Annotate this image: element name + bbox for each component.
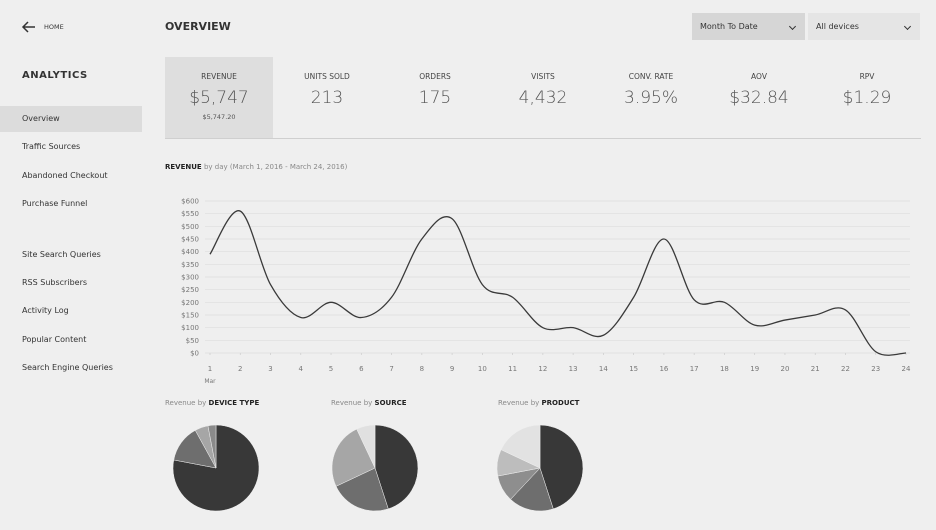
x-tick-label: 14	[599, 365, 608, 373]
nav-item[interactable]: Abandoned Checkout	[22, 170, 108, 180]
nav-item[interactable]: Traffic Sources	[22, 142, 81, 152]
back-link[interactable]: HOME	[44, 23, 64, 31]
chart-title: REVENUE	[165, 163, 202, 171]
x-tick-label: 17	[690, 365, 699, 373]
metric-value: 213	[310, 88, 344, 108]
y-tick-label: $300	[181, 274, 199, 282]
x-tick-label: 22	[841, 365, 850, 373]
metric-value: $1.29	[842, 88, 892, 108]
metric-label: AOV	[751, 72, 767, 81]
page-title: OVERVIEW	[165, 20, 231, 33]
x-tick-label: 3	[268, 365, 272, 373]
y-tick-label: $250	[181, 286, 199, 294]
pie-title: Revenue by PRODUCT	[498, 399, 579, 407]
nav-item[interactable]: Overview	[0, 106, 142, 132]
chart-subtitle: by day (March 1, 2016 - March 24, 2016)	[203, 163, 348, 171]
metrics-row: REVENUE $5,747 $5,747.20 UNITS SOLD 213 ORDER…	[165, 57, 921, 139]
pie-title-lead: Revenue by	[498, 399, 540, 407]
metric-tile[interactable]: ORDERS 175	[381, 57, 489, 138]
x-tick-label: 8	[420, 365, 424, 373]
device-filter[interactable]: All devices	[808, 13, 920, 40]
y-tick-label: $500	[181, 223, 199, 231]
nav-item[interactable]: RSS Subscribers	[22, 278, 88, 287]
x-tick-label: 23	[871, 365, 880, 373]
y-tick-label: $0	[190, 350, 199, 358]
x-tick-label: 9	[450, 365, 454, 373]
back-arrow[interactable]	[21, 21, 35, 33]
metric-label: CONV. RATE	[628, 72, 674, 81]
metric-value: 3.95%	[623, 88, 678, 108]
metric-label: REVENUE	[201, 72, 237, 81]
x-tick-label: 5	[329, 365, 333, 373]
x-tick-label: 13	[569, 365, 578, 373]
x-tick-label: 18	[720, 365, 729, 373]
metric-value: $5,747	[189, 88, 249, 108]
pie-slice	[374, 424, 419, 510]
metric-label: ORDERS	[419, 72, 451, 81]
pie-title: Revenue by DEVICE TYPE	[165, 399, 259, 407]
metric-value: 4,432	[518, 88, 568, 108]
pie-slice	[539, 424, 584, 510]
pie-slice	[207, 424, 217, 469]
metric-label: RPV	[859, 72, 875, 81]
metric-label: VISITS	[531, 72, 555, 81]
revenue-line	[209, 210, 907, 356]
pie-slice	[500, 424, 541, 469]
nav-item[interactable]: Purchase Funnel	[22, 199, 88, 209]
x-tick-label: 20	[780, 365, 789, 373]
x-tick-label: 2	[238, 365, 242, 373]
pie-slice	[356, 424, 376, 469]
x-tick-label: 19	[750, 365, 759, 373]
x-tick-label: 21	[811, 365, 820, 373]
metric-value: $32.84	[729, 88, 789, 108]
metric-value: 175	[418, 88, 452, 108]
y-tick-label: $50	[186, 337, 199, 345]
y-tick-label: $600	[181, 198, 199, 206]
y-tick-label: $150	[181, 312, 199, 320]
metric-tile[interactable]: CONV. RATE 3.95%	[597, 57, 705, 138]
nav-item[interactable]: Popular Content	[22, 334, 87, 344]
nav-item[interactable]: Site Search Queries	[22, 249, 101, 259]
pie-slice	[510, 467, 554, 512]
metric-tile[interactable]: VISITS 4,432	[489, 57, 597, 138]
pie-title: Revenue by SOURCE	[331, 399, 407, 407]
pie-title-name: SOURCE	[374, 399, 407, 407]
date-filter[interactable]: Month To Date	[692, 13, 805, 40]
y-tick-label: $350	[181, 261, 199, 269]
pie-slice	[335, 467, 389, 512]
pie-title-name: PRODUCT	[541, 399, 580, 407]
x-annotation: Mar	[204, 378, 216, 385]
x-tick-label: 4	[299, 365, 304, 373]
metric-tile[interactable]: RPV $1.29	[813, 57, 921, 138]
y-tick-label: $400	[181, 248, 199, 256]
nav-item[interactable]: Search Engine Queries	[22, 363, 113, 373]
x-tick-label: 1	[208, 365, 212, 373]
metric-tile[interactable]: AOV $32.84	[705, 57, 813, 138]
chart-heading: REVENUE by day (March 1, 2016 - March 24…	[165, 163, 347, 171]
section-title: ANALYTICS	[22, 70, 88, 81]
x-tick-label: 16	[659, 365, 668, 373]
x-tick-label: 7	[389, 365, 393, 373]
y-tick-label: $450	[181, 236, 199, 244]
metric-detail: $5,747.20	[202, 113, 236, 121]
pie-title-lead: Revenue by	[165, 399, 207, 407]
pie-title-name: DEVICE TYPE	[208, 399, 260, 407]
y-tick-label: $550	[181, 210, 199, 218]
x-tick-label: 11	[508, 365, 517, 373]
x-tick-label: 15	[629, 365, 638, 373]
pie-slice	[331, 428, 376, 487]
metric-tile[interactable]: UNITS SOLD 213	[273, 57, 381, 138]
metric-label: UNITS SOLD	[304, 72, 350, 81]
x-tick-label: 10	[478, 365, 487, 373]
nav-item[interactable]: Activity Log	[22, 306, 69, 316]
x-tick-label: 12	[538, 365, 547, 373]
y-tick-label: $200	[181, 299, 199, 307]
x-tick-label: 6	[359, 365, 364, 373]
x-tick-label: 24	[902, 365, 911, 373]
metric-tile[interactable]: REVENUE $5,747 $5,747.20	[165, 57, 273, 138]
y-tick-label: $100	[181, 324, 199, 332]
pie-title-lead: Revenue by	[331, 399, 373, 407]
